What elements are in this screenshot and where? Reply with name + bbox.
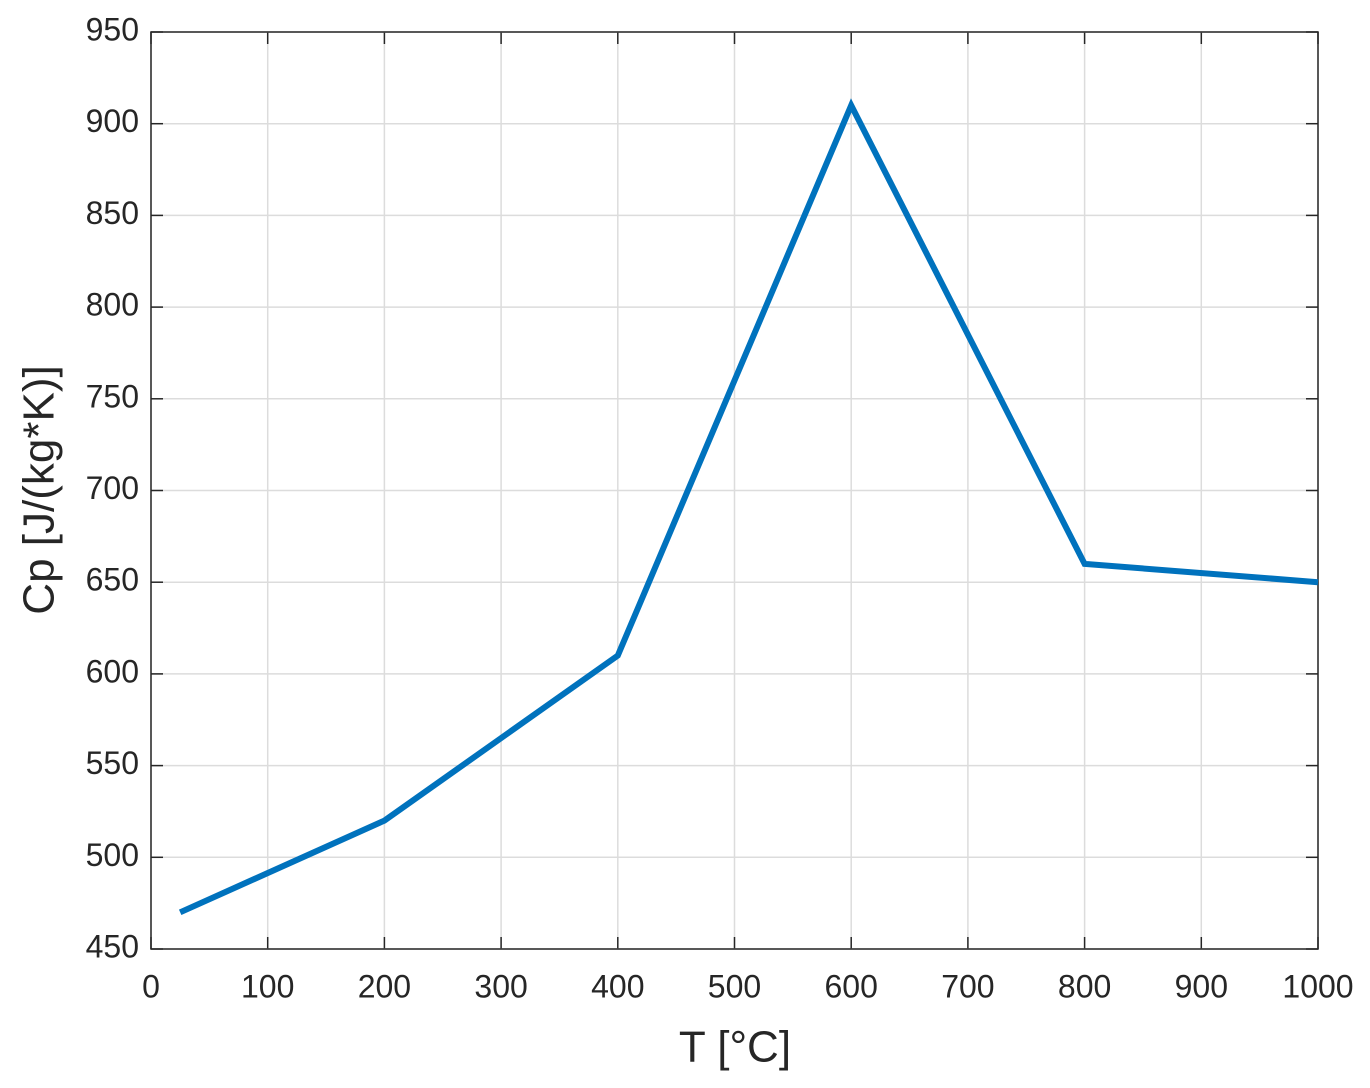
x-tick-label: 200 [358,968,411,1004]
x-tick-label: 1000 [1282,968,1353,1004]
x-tick-label: 300 [474,968,527,1004]
y-tick-label: 500 [86,837,139,873]
y-tick-label: 850 [86,195,139,231]
y-tick-label: 550 [86,745,139,781]
y-tick-label: 750 [86,378,139,414]
y-tick-label: 950 [86,11,139,47]
y-tick-label: 900 [86,103,139,139]
data-line [178,98,1319,916]
x-tick-label: 400 [591,968,644,1004]
y-tick-label: 800 [86,287,139,323]
y-tick-label: 600 [86,653,139,689]
y-tick-label: 700 [86,470,139,506]
x-tick-label: 600 [825,968,878,1004]
x-axis-label: T [°C] [679,1023,791,1072]
y-tick-label: 450 [86,928,139,964]
x-tick-label: 100 [241,968,294,1004]
plot-frame [150,31,1319,950]
x-tick-label: 500 [708,968,761,1004]
x-tick-label: 900 [1175,968,1228,1004]
y-tick-label: 650 [86,562,139,598]
x-tick-label: 700 [941,968,994,1004]
x-tick-label: 800 [1058,968,1111,1004]
y-axis-label: Cp [J/(kg*K)] [15,365,64,614]
x-tick-label: 0 [142,968,160,1004]
